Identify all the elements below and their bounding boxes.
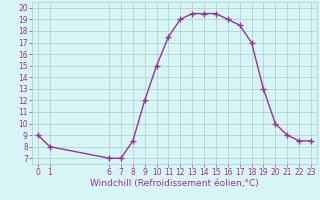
X-axis label: Windchill (Refroidissement éolien,°C): Windchill (Refroidissement éolien,°C) [90, 179, 259, 188]
